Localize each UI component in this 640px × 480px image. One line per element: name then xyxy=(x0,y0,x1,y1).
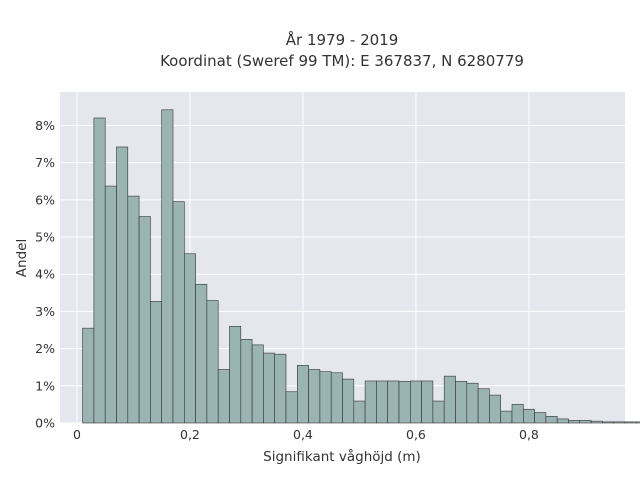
histogram-bar xyxy=(206,300,219,424)
histogram-bar xyxy=(421,380,434,424)
y-tick-label: 7% xyxy=(35,155,55,170)
histogram-bar xyxy=(104,185,117,424)
histogram-bar xyxy=(296,365,309,424)
histogram-bar xyxy=(217,369,230,424)
histogram-bar xyxy=(613,421,626,424)
histogram-bar xyxy=(398,381,411,424)
y-tick-label: 6% xyxy=(35,192,55,207)
histogram-bar xyxy=(624,421,637,424)
x-tick-label: 0,6 xyxy=(406,427,426,442)
histogram-bar xyxy=(522,408,535,424)
histogram-bar xyxy=(409,380,422,424)
histogram-bar xyxy=(635,421,640,424)
histogram-bar xyxy=(116,146,129,424)
histogram-bar xyxy=(364,380,377,424)
x-tick-label: 0,4 xyxy=(293,427,313,442)
histogram-bar xyxy=(455,381,468,424)
y-tick-label: 4% xyxy=(35,267,55,282)
histogram-bar xyxy=(534,412,547,424)
histogram-bar xyxy=(443,375,456,424)
histogram-bar xyxy=(229,325,242,424)
histogram-bar xyxy=(432,400,445,424)
histogram-bar xyxy=(342,378,355,424)
axis-ticks: 0% 1% 2% 3% 4% 5% 6% 7% 8% 0 0,2 0,4 0,6 0,8 xyxy=(35,118,539,442)
histogram-bar xyxy=(319,371,332,424)
histogram-bar xyxy=(195,283,208,424)
y-tick-label: 0% xyxy=(35,416,55,431)
histogram-bar xyxy=(353,400,366,424)
histogram-bar xyxy=(251,344,264,424)
y-axis-label: Andel xyxy=(14,239,30,277)
histogram-bar xyxy=(511,404,524,424)
histogram-bar xyxy=(172,201,185,424)
histogram-bar xyxy=(376,380,388,424)
histogram-bar xyxy=(477,388,490,424)
histogram-bar xyxy=(556,418,569,424)
histogram-bar xyxy=(138,216,151,424)
y-tick-label: 1% xyxy=(35,378,55,393)
histogram-bar xyxy=(184,253,196,424)
histogram-bar xyxy=(93,117,106,424)
histogram-bar xyxy=(240,339,253,424)
x-axis-label: Signifikant våghöjd (m) xyxy=(263,448,421,465)
chart-subtitle: Koordinat (Sweref 99 TM): E 367837, N 62… xyxy=(160,52,524,70)
histogram-bar xyxy=(602,421,615,424)
chart-title: År 1979 - 2019 xyxy=(286,30,399,49)
histogram-bar xyxy=(330,372,343,424)
y-tick-label: 2% xyxy=(35,341,55,356)
x-tick-label: 0,2 xyxy=(180,427,200,442)
x-tick-label: 0,8 xyxy=(519,427,539,442)
histogram-bar xyxy=(285,391,298,424)
histogram-bar xyxy=(263,352,275,424)
histogram-bar xyxy=(489,394,501,424)
histogram-bar xyxy=(568,420,581,424)
histogram-bar xyxy=(150,301,162,424)
y-tick-label: 5% xyxy=(35,230,55,245)
histogram-bar xyxy=(466,382,479,424)
histogram-bar xyxy=(82,327,95,424)
histogram-bar xyxy=(161,109,174,424)
y-tick-label: 3% xyxy=(35,304,55,319)
histogram-bar xyxy=(500,410,513,424)
histogram-bar xyxy=(590,420,603,424)
histogram-bar xyxy=(308,369,321,424)
histogram-bar xyxy=(545,416,558,424)
y-tick-label: 8% xyxy=(35,118,55,133)
x-tick-label: 0 xyxy=(73,427,81,442)
histogram-bar xyxy=(579,420,592,424)
histogram-bars xyxy=(82,109,640,424)
histogram-bar xyxy=(274,353,287,424)
histogram-bar xyxy=(387,380,400,424)
histogram-bar xyxy=(127,195,140,424)
